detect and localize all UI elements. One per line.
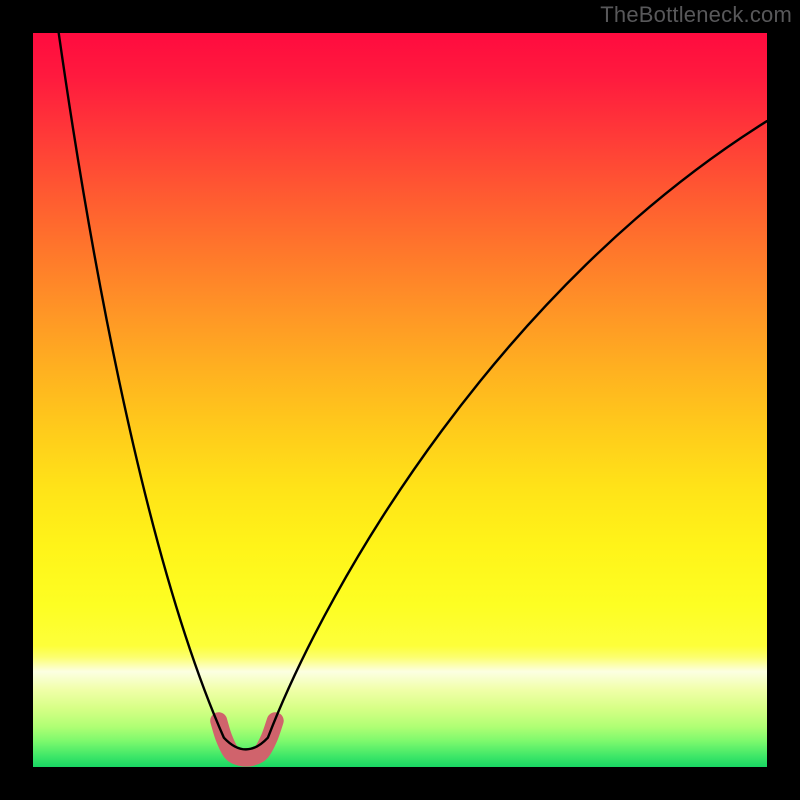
chart-background [33, 33, 767, 767]
chart-svg [33, 33, 767, 767]
chart-plot-area [33, 33, 767, 767]
watermark-text: TheBottleneck.com [600, 2, 792, 28]
